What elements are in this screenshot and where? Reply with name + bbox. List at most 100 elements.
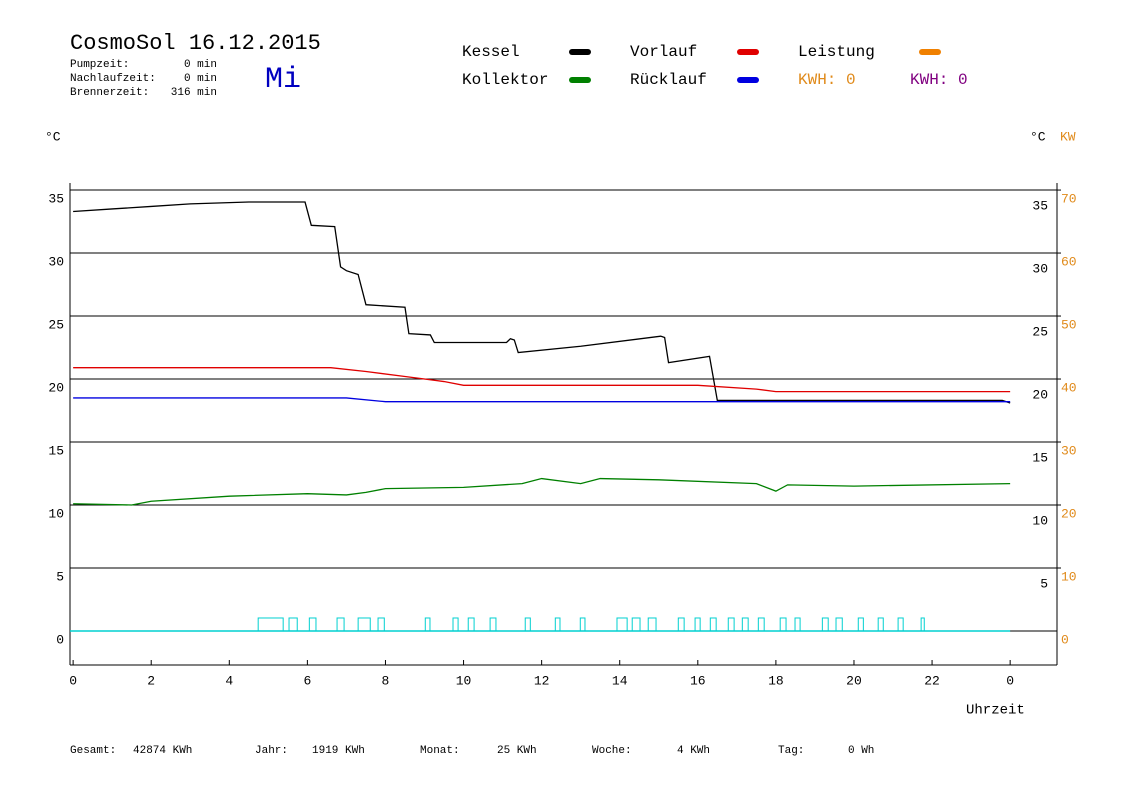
y-right-tick-label: 35: [1032, 198, 1048, 213]
pump-pulse: [647, 617, 657, 632]
x-axis-label: Uhrzeit: [966, 703, 1025, 719]
pump-pulse: [524, 617, 531, 632]
y-tick-label: 25: [48, 317, 64, 332]
chart-title: CosmoSol 16.12.2015: [70, 31, 321, 56]
pump-pulse: [308, 617, 317, 632]
pump-pulse: [709, 617, 717, 632]
y-tick-label: 30: [48, 254, 64, 269]
pump-pulse: [377, 617, 385, 632]
pump-pulse: [357, 617, 371, 632]
kwh-label: KWH: 0: [910, 71, 968, 89]
x-tick-label: 12: [534, 673, 550, 688]
legend-label: Vorlauf: [630, 43, 697, 61]
series-line: [73, 477, 1011, 506]
pump-pulse: [467, 617, 475, 632]
x-tick-label: 18: [768, 673, 784, 688]
y-right-tick-label: 15: [1032, 450, 1048, 465]
total-value: 0 Wh: [848, 745, 874, 757]
total-label: Jahr:: [255, 745, 288, 757]
pump-pulse: [452, 617, 459, 632]
y-tick-label: 10: [48, 506, 64, 521]
y-tick-label: 5: [56, 569, 64, 584]
x-tick-label: 4: [225, 673, 233, 688]
total-value: 1919 KWh: [312, 745, 365, 757]
pump-pulse: [694, 617, 701, 632]
pump-pulse: [920, 617, 925, 632]
y-axis-label: °C: [45, 129, 61, 144]
series-line: [73, 201, 1011, 404]
legend-label: Kessel: [462, 43, 520, 61]
y2-tick-label: 50: [1061, 317, 1077, 332]
legend-label: Leistung: [798, 43, 875, 61]
total-label: Gesamt:: [70, 745, 116, 757]
kwh-label: KWH: 0: [798, 71, 856, 89]
total-label: Woche:: [592, 745, 632, 757]
x-tick-label: 10: [456, 673, 472, 688]
y-tick-label: 15: [48, 443, 64, 458]
total-label: Tag:: [778, 745, 804, 757]
x-tick-label: 16: [690, 673, 706, 688]
y2-tick-label: 40: [1061, 380, 1077, 395]
total-value: 25 KWh: [497, 745, 537, 757]
pump-pulse: [897, 617, 904, 632]
day-label: Mi: [265, 63, 301, 97]
pump-pulse: [616, 617, 628, 632]
series-line: [73, 397, 1011, 403]
y2-tick-label: 70: [1061, 191, 1077, 206]
pump-pulse: [554, 617, 561, 632]
info-value: 0 min: [184, 73, 217, 85]
pump-pulse: [257, 617, 284, 632]
info-value: 316 min: [171, 87, 217, 99]
x-tick-label: 0: [69, 673, 77, 688]
y-axis-label-right: °C: [1030, 129, 1046, 144]
legend-label: Rücklauf: [630, 71, 707, 89]
y2-tick-label: 20: [1061, 506, 1077, 521]
y2-axis-label: KW: [1060, 129, 1076, 144]
pump-pulse: [727, 617, 735, 632]
pump-pulse: [821, 617, 829, 632]
info-value: 0 min: [184, 59, 217, 71]
pump-pulse: [794, 617, 801, 632]
pump-pulse: [677, 617, 685, 632]
total-label: Monat:: [420, 745, 460, 757]
x-tick-label: 2: [147, 673, 155, 688]
y-right-tick-label: 10: [1032, 513, 1048, 528]
total-value: 4 KWh: [677, 745, 710, 757]
x-tick-label: 20: [846, 673, 862, 688]
y2-tick-label: 60: [1061, 254, 1077, 269]
pump-pulse: [424, 617, 431, 632]
pump-pulse: [835, 617, 843, 632]
legend-label: Kollektor: [462, 71, 548, 89]
y-tick-label: 35: [48, 191, 64, 206]
info-label: Nachlaufzeit:: [70, 73, 156, 85]
series-line: [73, 367, 1011, 393]
x-tick-label: 6: [303, 673, 311, 688]
pump-pulse: [877, 617, 884, 632]
pump-pulse: [579, 617, 586, 632]
info-label: Pumpzeit:: [70, 59, 129, 71]
pump-pulse: [741, 617, 749, 632]
info-label: Brennerzeit:: [70, 87, 149, 99]
y2-tick-label: 10: [1061, 569, 1077, 584]
pump-pulse: [779, 617, 787, 632]
y2-tick-label: 30: [1061, 443, 1077, 458]
x-tick-label: 14: [612, 673, 628, 688]
x-tick-label: 0: [1006, 673, 1014, 688]
pump-pulse: [489, 617, 497, 632]
y2-tick-label: 0: [1061, 632, 1069, 647]
y-right-tick-label: 5: [1040, 576, 1048, 591]
y-right-tick-label: 30: [1032, 261, 1048, 276]
pump-pulse: [757, 617, 765, 632]
x-tick-label: 8: [382, 673, 390, 688]
y-right-tick-label: 20: [1032, 387, 1048, 402]
y-tick-label: 0: [56, 632, 64, 647]
y-tick-label: 20: [48, 380, 64, 395]
pump-pulse: [631, 617, 641, 632]
total-value: 42874 KWh: [133, 745, 192, 757]
y-right-tick-label: 25: [1032, 324, 1048, 339]
pump-pulse: [288, 617, 298, 632]
pump-pulse: [857, 617, 864, 632]
x-tick-label: 22: [924, 673, 940, 688]
pump-pulse: [336, 617, 345, 632]
